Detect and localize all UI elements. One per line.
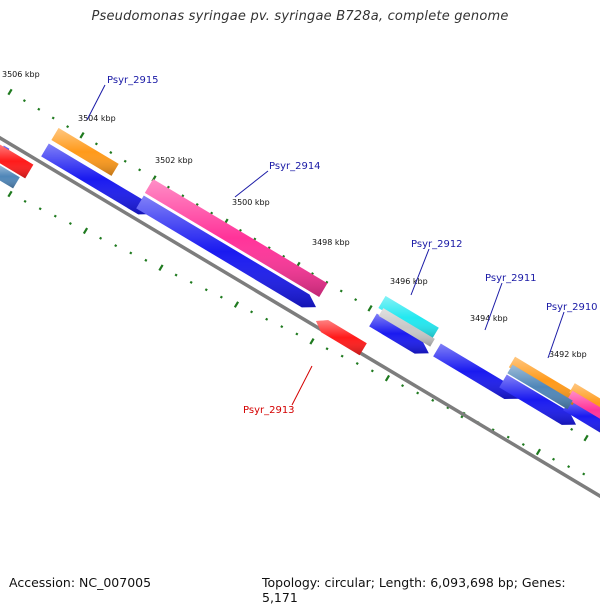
outer-minor-tick [22,99,26,103]
inner-minor-tick [340,354,344,358]
gene-feature-shading [41,143,153,215]
inner-minor-tick [325,347,329,351]
outer-minor-tick [66,125,70,129]
gene-label-leader [291,365,313,406]
inner-minor-tick [401,384,405,388]
cds-feature-shading [0,165,20,189]
inner-minor-tick [99,236,103,240]
inner-major-tick [384,374,391,382]
inner-minor-tick [68,221,72,225]
inner-minor-tick [295,332,299,336]
gene-label-leader [410,248,430,296]
outer-minor-tick [94,142,98,146]
outer-minor-tick [166,185,170,189]
gene-label: Psyr_2915 [107,75,159,86]
cds-feature-shading [378,296,439,340]
tick-label: 3496 kbp [390,277,428,286]
gene-label: Psyr_2914 [269,161,321,172]
outer-minor-tick [354,298,358,302]
inner-minor-tick [219,295,223,299]
inner-minor-tick [174,273,178,277]
inner-minor-tick [280,325,284,329]
gene-labels: Psyr_2915 Psyr_2914 Psyr_2912 Psyr_2911 Psyr… [86,75,598,416]
outer-minor-tick [210,211,214,215]
tick-label: 3500 kbp [232,198,270,207]
inner-minor-tick [552,457,556,461]
inner-major-tick [309,338,315,345]
outer-major-tick [79,131,85,139]
tick-label: 3506 kbp [2,70,40,79]
inner-minor-tick [204,288,208,292]
tick-label: 3492 kbp [549,350,587,359]
gene-label-leader [234,170,269,198]
inner-minor-tick [506,435,510,439]
inner-minor-tick [129,251,133,255]
outer-major-tick [367,304,373,312]
inner-minor-tick [23,199,27,203]
inner-minor-tick [416,391,420,395]
cds-feature-shading [51,128,119,176]
gene-label: Psyr_2912 [411,239,463,250]
gene-feature-shading [499,374,576,425]
gene-label: Psyr_2910 [546,302,598,313]
tick-label: 3498 kbp [312,238,350,247]
outer-minor-tick [570,427,574,431]
outer-minor-tick [123,159,127,163]
map-title: Pseudomonas syringae pv. syringae B728a,… [91,9,509,24]
outer-minor-tick [109,151,113,155]
inner-minor-tick [521,443,525,447]
cds-feature-shading [0,144,34,179]
genome-backbone [0,135,600,499]
inner-major-tick [535,448,542,456]
cds-feature-shading [316,320,367,356]
inner-minor-tick [114,244,118,248]
tick-label: 3504 kbp [78,114,116,123]
cds-feature-shading [567,390,600,419]
inner-minor-tick [250,310,254,314]
genome-summary-text: Topology: circular; Length: 6,093,698 bp… [262,575,566,605]
cds-feature-shading [507,364,573,410]
outer-minor-tick [37,107,41,111]
inner-major-tick [82,227,89,235]
gene-label: Psyr_2911 [485,273,537,284]
inner-minor-tick [370,369,374,373]
outer-minor-tick [195,202,199,206]
gene-label-leader [484,282,503,331]
inner-minor-tick [582,472,586,476]
gene-label: Psyr_2913 [243,405,295,416]
outer-major-tick [583,434,589,442]
outer-major-tick [7,88,13,96]
inner-minor-tick [144,258,148,262]
inner-minor-tick [53,214,57,218]
misc-feature-shading [378,308,435,347]
gene-feature-shading [136,195,316,308]
gene-feature-shading [369,313,429,354]
accession-text: Accession: NC_007005 [9,575,152,590]
inner-minor-tick [38,207,42,211]
cds-feature-shading [508,356,579,406]
inner-minor-tick [189,280,193,284]
gene-feature-shading [433,343,519,399]
inner-major-tick [233,301,240,308]
inner-minor-tick [355,361,359,365]
inner-minor-tick [265,317,269,321]
gene-feature-shading [563,397,600,433]
inner-minor-tick [431,398,435,402]
outer-minor-tick [51,116,55,120]
inner-tick-ring [7,190,586,476]
feature-track [0,128,600,433]
gene-label-leader [86,84,106,121]
tick-label: 3502 kbp [155,156,193,165]
gene-label-leader [547,311,565,359]
backbone-line [0,135,600,499]
outer-minor-tick [181,194,185,198]
inner-major-tick [7,190,13,198]
inner-minor-tick [567,465,571,469]
outer-minor-tick [339,289,343,293]
inner-major-tick [158,264,164,271]
cds-feature-shading [144,179,328,297]
outer-minor-tick [138,168,142,172]
